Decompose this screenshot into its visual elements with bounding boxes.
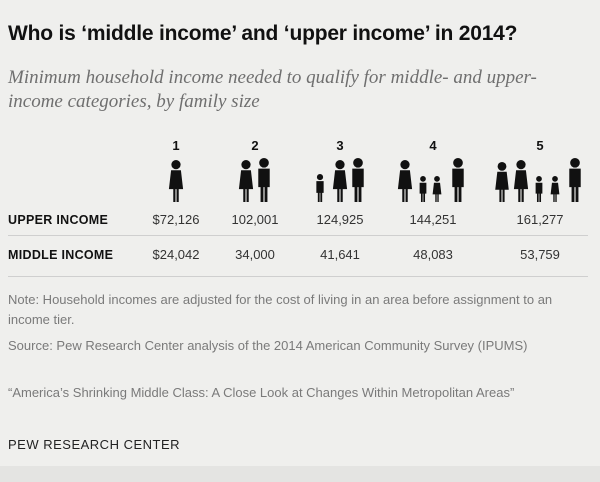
person-icon	[535, 176, 543, 202]
upper-income-value-4: 144,251	[409, 212, 457, 227]
section-divider	[8, 276, 588, 277]
family-icon-group-3	[316, 158, 364, 202]
person-icon	[419, 176, 427, 202]
column-number-1: 1	[172, 138, 180, 153]
person-icon	[238, 160, 254, 202]
person-icon	[550, 176, 560, 202]
row-divider	[8, 235, 588, 236]
family-icon-group-2	[238, 158, 270, 202]
person-icon	[332, 160, 348, 202]
middle-income-value-2: 34,000	[235, 247, 275, 262]
upper-income-value-3: 124,925	[316, 212, 364, 227]
chart-subtitle: Minimum household income needed to quali…	[8, 67, 537, 112]
column-number-5: 5	[536, 138, 544, 153]
middle-income-value-3: 41,641	[320, 247, 360, 262]
upper-income-value-1: $72,126	[152, 212, 200, 227]
person-icon	[352, 158, 364, 202]
person-icon	[397, 160, 413, 202]
family-icon-group-1	[168, 160, 184, 202]
pew-research-center-logo: PEW RESEARCH CENTER	[8, 437, 181, 452]
row-label-middle-income: MIDDLE INCOME	[8, 248, 114, 262]
column-number-2: 2	[251, 138, 259, 153]
person-icon	[452, 158, 464, 202]
person-icon	[569, 158, 581, 202]
family-icon-group-4	[397, 158, 464, 202]
family-icon-group-5	[495, 158, 581, 202]
column-number-4: 4	[429, 138, 437, 153]
person-icon	[258, 158, 270, 202]
row-label-upper-income: UPPER INCOME	[8, 213, 109, 227]
column-number-3: 3	[336, 138, 344, 153]
bottom-band	[0, 466, 600, 482]
person-icon	[513, 160, 529, 202]
source-text: Source: Pew Research Center analysis of …	[8, 338, 528, 353]
person-icon	[495, 162, 509, 202]
chart-title: Who is ‘middle income’ and ‘upper income…	[8, 22, 518, 45]
person-icon	[432, 176, 442, 202]
middle-income-value-4: 48,083	[413, 247, 453, 262]
middle-income-value-5: 53,759	[520, 247, 560, 262]
note-text: Note: Household incomes are adjusted for…	[8, 292, 553, 327]
person-icon	[168, 160, 184, 202]
upper-income-value-5: 161,277	[516, 212, 564, 227]
report-title-text: “America’s Shrinking Middle Class: A Clo…	[8, 385, 515, 400]
middle-income-value-1: $24,042	[152, 247, 200, 262]
family-icons	[168, 158, 581, 202]
person-icon	[316, 174, 324, 202]
upper-income-value-2: 102,001	[231, 212, 279, 227]
